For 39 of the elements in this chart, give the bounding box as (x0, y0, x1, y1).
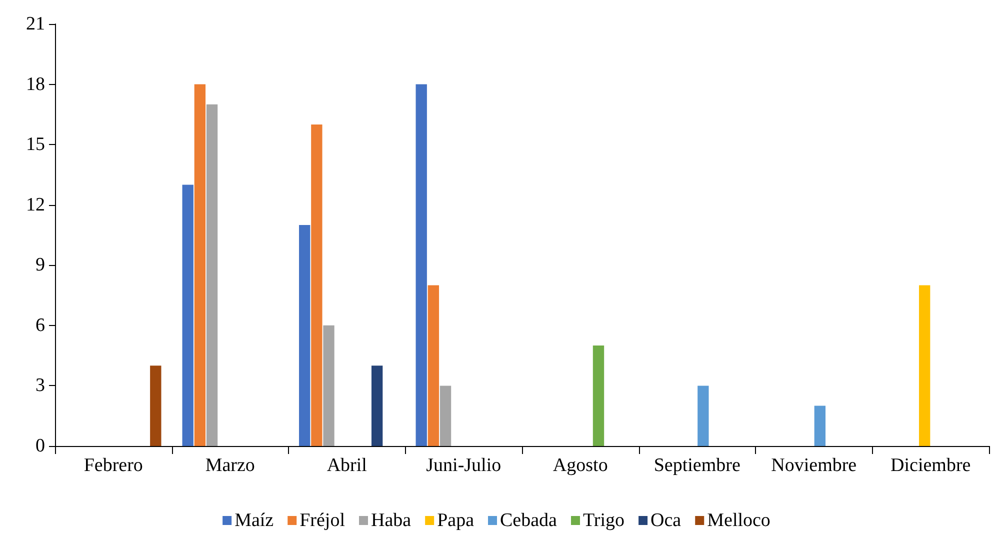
legend-label: Oca (650, 510, 682, 531)
x-tick-label: Febrero (84, 455, 143, 476)
x-tick-label: Agosto (552, 455, 608, 476)
x-tick-label: Abril (326, 455, 367, 476)
bar (182, 184, 194, 446)
x-tick-label: Marzo (205, 455, 255, 476)
x-tick-label: Juni-Julio (426, 455, 502, 476)
y-tick-label: 18 (26, 74, 45, 95)
bar (311, 124, 322, 446)
bar (918, 285, 930, 446)
y-tick-label: 0 (36, 436, 45, 456)
legend-label: Cebada (500, 510, 558, 531)
x-tick-label: Noviembre (771, 455, 857, 476)
legend-label: Melloco (707, 510, 770, 531)
bar (592, 346, 604, 446)
bar (416, 84, 427, 446)
y-tick-label: 3 (36, 375, 45, 396)
legend-label: Haba (370, 510, 412, 531)
bar (299, 224, 310, 446)
bar (428, 285, 440, 446)
bar (698, 386, 709, 446)
legend-label: Fréjol (300, 510, 345, 531)
legend-label: Papa (437, 510, 475, 531)
bar (814, 406, 826, 446)
x-tick-label: Septiembre (654, 455, 740, 476)
bar (371, 366, 383, 446)
y-tick-label: 12 (26, 194, 45, 216)
bar (206, 104, 218, 446)
legend-label: Trigo (582, 510, 625, 531)
y-tick-label: 6 (36, 314, 45, 336)
y-tick-label: 9 (36, 254, 45, 276)
y-tick-label: 21 (26, 14, 45, 34)
y-tick-label: 15 (26, 134, 45, 156)
bar (194, 84, 206, 446)
legend-label: Maíz (234, 510, 274, 531)
bar (150, 366, 162, 446)
bar (323, 325, 334, 446)
x-tick-label: Diciembre (890, 455, 971, 476)
bar (440, 386, 452, 446)
